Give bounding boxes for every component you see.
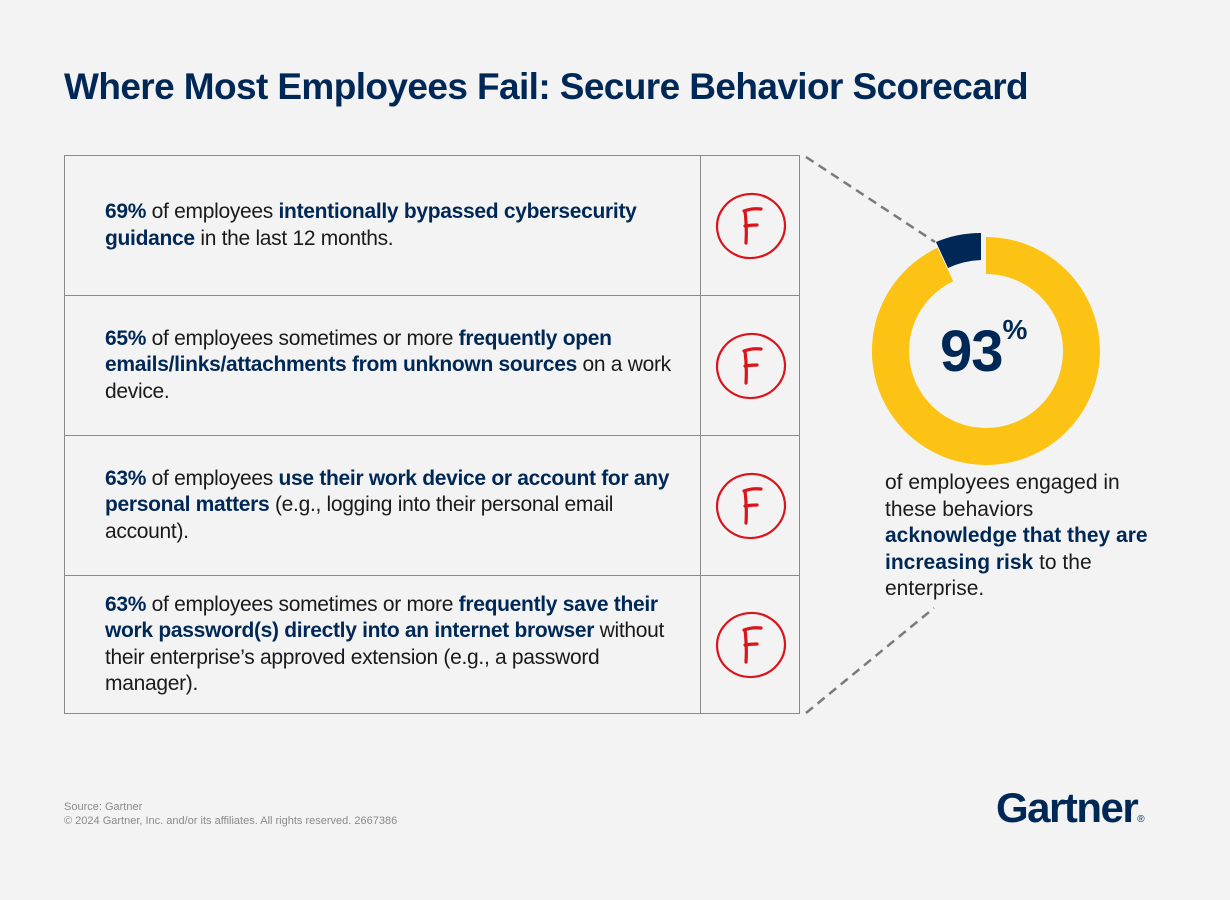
copyright-note: © 2024 Gartner, Inc. and/or its affiliat…: [64, 815, 398, 827]
source-note: Source: Gartner: [64, 801, 143, 813]
statement-text: 65% of employees sometimes or more frequ…: [105, 326, 680, 406]
donut-caption: of employees engaged in these behaviors …: [885, 470, 1155, 603]
scorecard-row: 65% of employees sometimes or more frequ…: [65, 296, 799, 436]
scorecard-table: 69% of employees intentionally bypassed …: [64, 155, 800, 714]
statement-emphasis: frequently save their work password(s) d…: [105, 592, 658, 643]
scorecard-row: 63% of employees use their work device o…: [65, 436, 799, 576]
donut-segment-gold: [871, 237, 1100, 465]
grade-cell: [701, 576, 801, 713]
grade-cell: [701, 156, 801, 295]
donut-value: 93: [940, 319, 1004, 384]
statement-cell: 65% of employees sometimes or more frequ…: [65, 296, 701, 435]
logo-text: Gartner: [996, 784, 1139, 831]
donut-center-value: 93%: [940, 314, 1027, 385]
statement-text: 63% of employees sometimes or more frequ…: [105, 592, 680, 698]
donut-unit: %: [1002, 314, 1028, 345]
stat-percent: 69%: [105, 200, 147, 223]
statement-emphasis: use their work device or account for any…: [105, 466, 670, 517]
grade-f-icon: [715, 332, 787, 399]
caption-plain: to the enterprise.: [885, 550, 1092, 601]
caption-plain: of employees engaged in these behaviors: [885, 471, 1120, 521]
registered-mark-icon: ®: [1137, 814, 1145, 825]
grade-f-icon: [715, 192, 787, 259]
scorecard-row: 63% of employees sometimes or more frequ…: [65, 576, 799, 713]
statement-emphasis: frequently open emails/links/attachments…: [105, 326, 612, 377]
statement-emphasis: intentionally bypassed cybersecurity gui…: [105, 200, 637, 250]
statement-text: 63% of employees use their work device o…: [105, 466, 680, 546]
caption-emphasis: acknowledge that they are increasing ris…: [885, 524, 1148, 574]
statement-cell: 69% of employees intentionally bypassed …: [65, 156, 701, 295]
page-title: Where Most Employees Fail: Secure Behavi…: [64, 66, 1029, 107]
scorecard-row: 69% of employees intentionally bypassed …: [65, 156, 799, 296]
statement-plain: of employees: [146, 466, 279, 490]
statement-plain: in the last 12 months.: [194, 226, 394, 250]
statement-text: 69% of employees intentionally bypassed …: [105, 199, 680, 252]
statement-cell: 63% of employees sometimes or more frequ…: [65, 576, 701, 713]
statement-plain: without their enterprise’s approved exte…: [105, 619, 665, 695]
stat-percent: 65%: [105, 326, 147, 350]
statement-plain: on a work device.: [105, 353, 671, 403]
grade-f-icon: [715, 611, 787, 678]
stat-percent: 63%: [105, 592, 147, 616]
statement-plain: of employees sometimes or more: [146, 326, 459, 350]
donut-segment-navy: [936, 232, 981, 268]
footer: Source: Gartner © 2024 Gartner, Inc. and…: [64, 800, 397, 828]
grade-f-icon: [715, 472, 787, 539]
gartner-logo: Gartner®: [996, 784, 1145, 832]
donut-chart: [871, 232, 1100, 465]
stat-percent: 63%: [105, 466, 147, 490]
statement-plain: (e.g., logging into their personal email…: [105, 493, 614, 543]
statement-cell: 63% of employees use their work device o…: [65, 436, 701, 575]
statement-plain: of employees: [146, 200, 279, 223]
statement-plain: of employees sometimes or more: [146, 592, 459, 616]
grade-cell: [701, 296, 801, 435]
grade-cell: [701, 436, 801, 575]
